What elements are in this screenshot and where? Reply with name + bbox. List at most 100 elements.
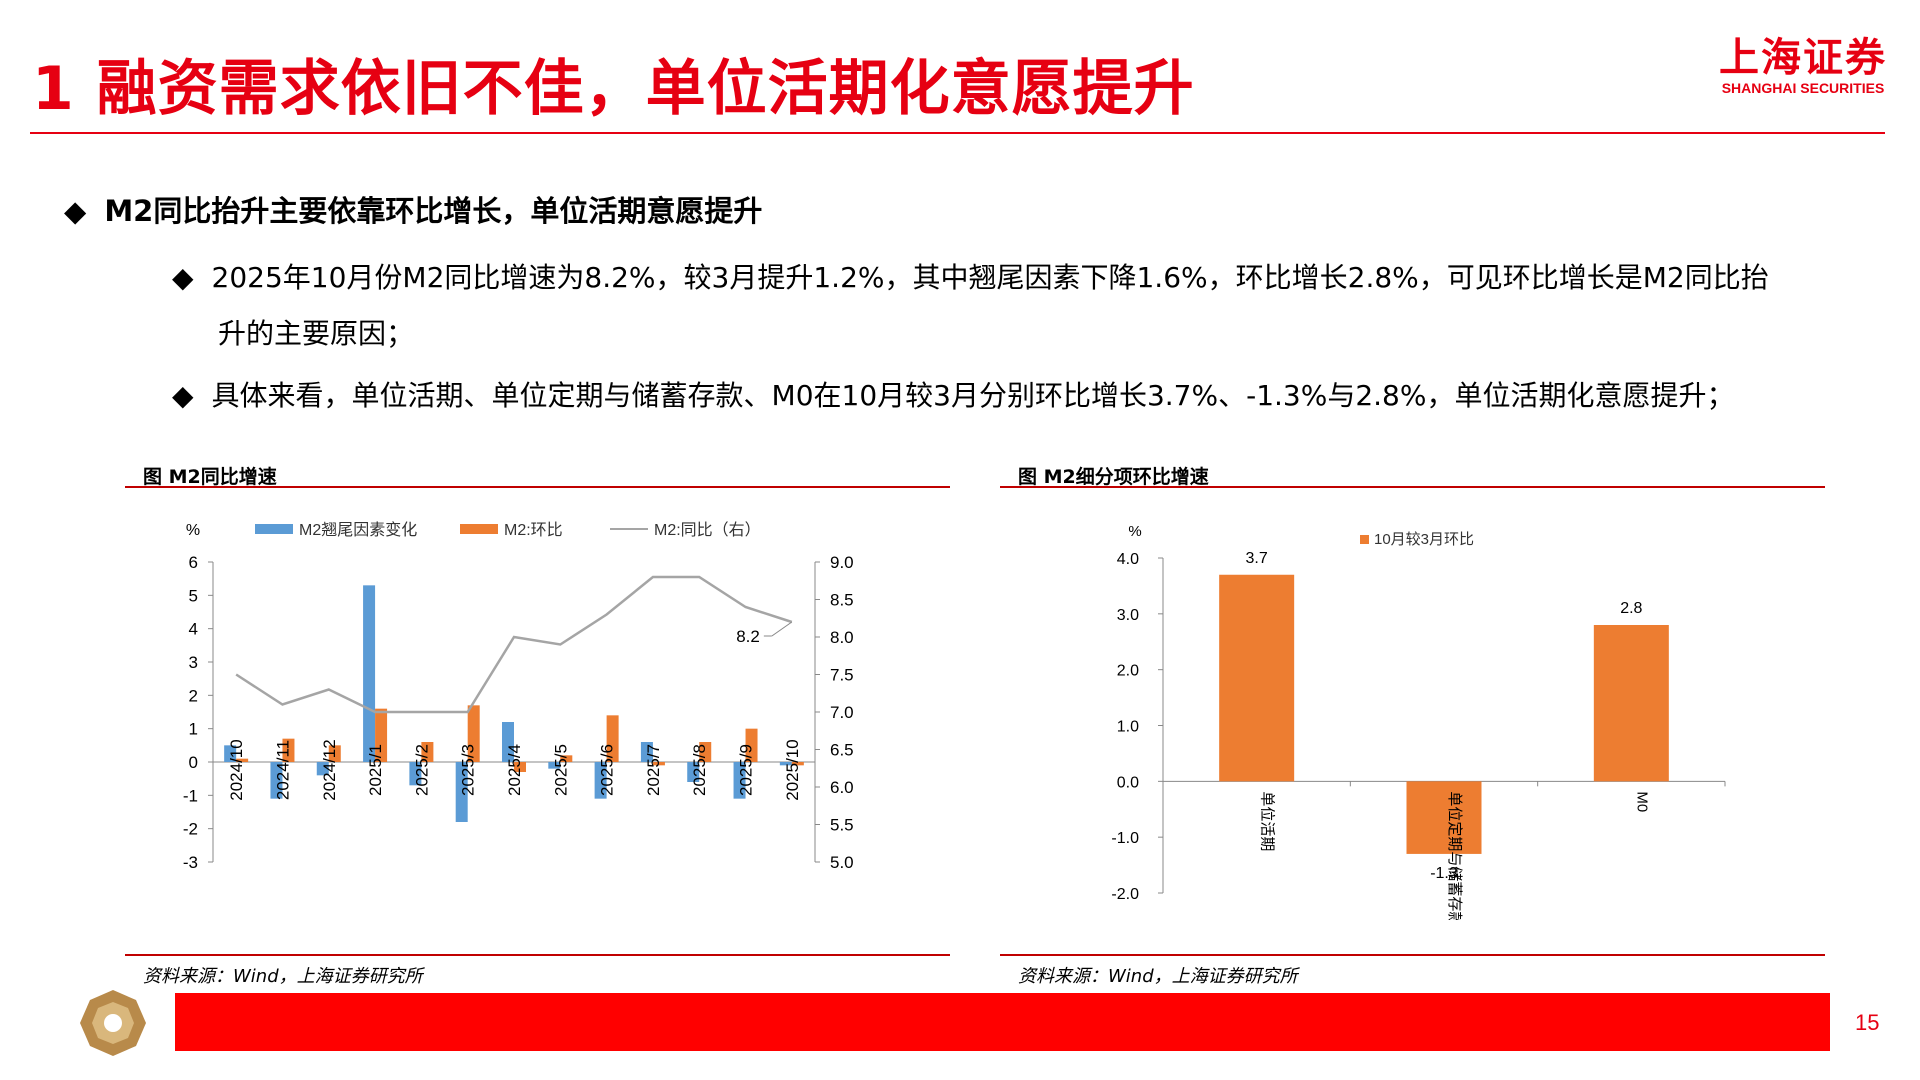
x-tick-label: 2024/11 <box>273 740 292 800</box>
x-tick-label: M0 <box>1633 791 1650 812</box>
x-tick-label: 2025/1 <box>366 744 385 796</box>
y-tick-label: 2.0 <box>1117 663 1139 680</box>
bar <box>791 762 804 766</box>
header-divider <box>30 132 1885 134</box>
emblem-icon <box>80 990 146 1056</box>
y-tick-label: 5 <box>189 586 198 605</box>
bar <box>316 762 329 776</box>
x-tick-label: 2025/4 <box>505 744 524 796</box>
data-label: 3.7 <box>1246 550 1268 567</box>
bar <box>363 585 376 762</box>
bar <box>224 745 237 762</box>
brand-logo: 上海证券 SHANGHAI SECURITIES <box>1718 36 1888 96</box>
y-tick-label: -1.0 <box>1111 830 1139 847</box>
y-tick-label: 4.0 <box>1117 551 1139 568</box>
bar <box>699 742 712 762</box>
x-tick-label: 2025/8 <box>690 744 709 796</box>
bar <box>1219 574 1295 782</box>
y2-tick-label: 7.0 <box>830 703 854 722</box>
diamond-icon: ◆ <box>64 194 87 228</box>
y-tick-label: -1 <box>183 786 198 805</box>
bar <box>779 762 792 766</box>
y-tick-label: 3 <box>189 653 198 672</box>
x-tick-label: 2025/10 <box>783 739 802 800</box>
y-tick-label: 0.0 <box>1117 774 1139 791</box>
bar <box>282 738 295 762</box>
legend-swatch <box>460 524 498 534</box>
x-tick-label: 2025/3 <box>459 744 478 796</box>
diamond-icon: ◆ <box>172 379 194 412</box>
bar <box>640 742 653 762</box>
annotation-leader <box>771 621 793 637</box>
y2-tick-label: 9.0 <box>830 553 854 572</box>
page-number: 15 <box>1855 1010 1880 1035</box>
logo-en: SHANGHAI SECURITIES <box>1721 80 1885 96</box>
series-line <box>235 575 793 714</box>
logo-cn: 上海证券 <box>1719 35 1887 81</box>
y-tick-label: -2 <box>183 820 198 839</box>
left-chart-heading: 图 M2同比增速 <box>143 466 277 488</box>
bar <box>606 715 619 762</box>
x-tick-label: 2024/12 <box>320 739 339 800</box>
bar <box>270 762 283 799</box>
data-label: -1.3 <box>1430 865 1458 882</box>
sub-bullet-2: ◆ 具体来看，单位活期、单位定期与储蓄存款、M0在10月较3月分别环比增长3.7%… <box>172 374 1734 414</box>
y2-tick-label: 6.0 <box>830 778 854 797</box>
right-heading-rule <box>1000 486 1825 488</box>
legend-swatch <box>1360 535 1369 544</box>
bar <box>514 762 526 772</box>
y-tick-label: -3 <box>183 853 198 872</box>
annotation-label: 8.2 <box>736 627 760 646</box>
sub-bullet-1: ◆ 2025年10月份M2同比增速为8.2%，较3月提升1.2%，其中翘尾因素下降… <box>172 256 1769 296</box>
y-tick-label: 0 <box>189 753 198 772</box>
left-source-rule <box>125 954 950 956</box>
main-bullet: ◆ M2同比抬升主要依靠环比增长，单位活期意愿提升 <box>64 188 762 230</box>
page-title: 1 融资需求依旧不佳，单位活期化意愿提升 <box>32 54 1195 124</box>
right-source: 资料来源：Wind，上海证券研究所 <box>1018 966 1298 987</box>
right-source-rule <box>1000 954 1825 956</box>
x-tick-label: 单位活期 <box>1259 791 1276 851</box>
y-axis-unit: % <box>1128 523 1141 540</box>
bar <box>687 762 700 782</box>
y-tick-label: 1 <box>189 720 198 739</box>
sub-bullet-2-text: 具体来看，单位活期、单位定期与储蓄存款、M0在10月较3月分别环比增长3.7%、… <box>211 379 1735 412</box>
x-tick-label: 2025/6 <box>598 744 617 796</box>
y-tick-label: -2.0 <box>1111 886 1139 903</box>
legend-label: M2:同比（右） <box>654 521 761 539</box>
bar <box>236 758 249 762</box>
x-tick-label: 2025/9 <box>737 744 756 796</box>
main-bullet-text: M2同比抬升主要依靠环比增长，单位活期意愿提升 <box>104 194 763 228</box>
bar <box>733 762 746 799</box>
legend-swatch <box>255 524 293 534</box>
left-source: 资料来源：Wind，上海证券研究所 <box>143 966 423 987</box>
y2-tick-label: 8.0 <box>830 628 854 647</box>
left-heading-rule <box>125 486 950 488</box>
legend-label: 10月较3月环比 <box>1374 530 1474 548</box>
y-tick-label: 1.0 <box>1117 719 1139 736</box>
y2-tick-label: 5.0 <box>830 853 854 872</box>
bar <box>594 762 607 799</box>
x-tick-label: 2025/7 <box>644 744 663 796</box>
y-tick-label: 3.0 <box>1117 607 1139 624</box>
bar <box>328 745 341 762</box>
y-axis-unit: % <box>186 522 200 539</box>
bar <box>502 722 514 762</box>
bar <box>421 742 434 762</box>
x-tick-label: 单位定期与储蓄存款 <box>1446 791 1463 920</box>
x-tick-label: 2025/2 <box>412 744 431 796</box>
x-tick-label: 2024/10 <box>227 739 246 800</box>
m2-components-chart: % 10月较3月环比 4.0 3.0 2.0 1.0 0.0 -1.0 -2.0 3.7 -1.3 2… <box>1111 523 1726 920</box>
sub-bullet-1-line2: 升的主要原因； <box>218 317 415 350</box>
legend-label: M2翘尾因素变化 <box>299 521 417 539</box>
bar <box>1593 625 1669 782</box>
bar <box>467 705 480 762</box>
bar <box>652 762 665 766</box>
footer-bar <box>175 993 1830 1051</box>
m2-yoy-chart: % M2翘尾因素变化 M2:环比 M2:同比（右） 6 5 4 3 2 1 0 -1 -2 -3 9.0 8.… <box>183 521 854 872</box>
data-label: 2.8 <box>1620 600 1642 617</box>
diamond-icon: ◆ <box>172 261 194 294</box>
bar <box>548 762 561 769</box>
y2-tick-label: 7.5 <box>830 666 854 685</box>
right-chart-heading: 图 M2细分项环比增速 <box>1018 466 1209 488</box>
bar <box>1406 781 1482 854</box>
